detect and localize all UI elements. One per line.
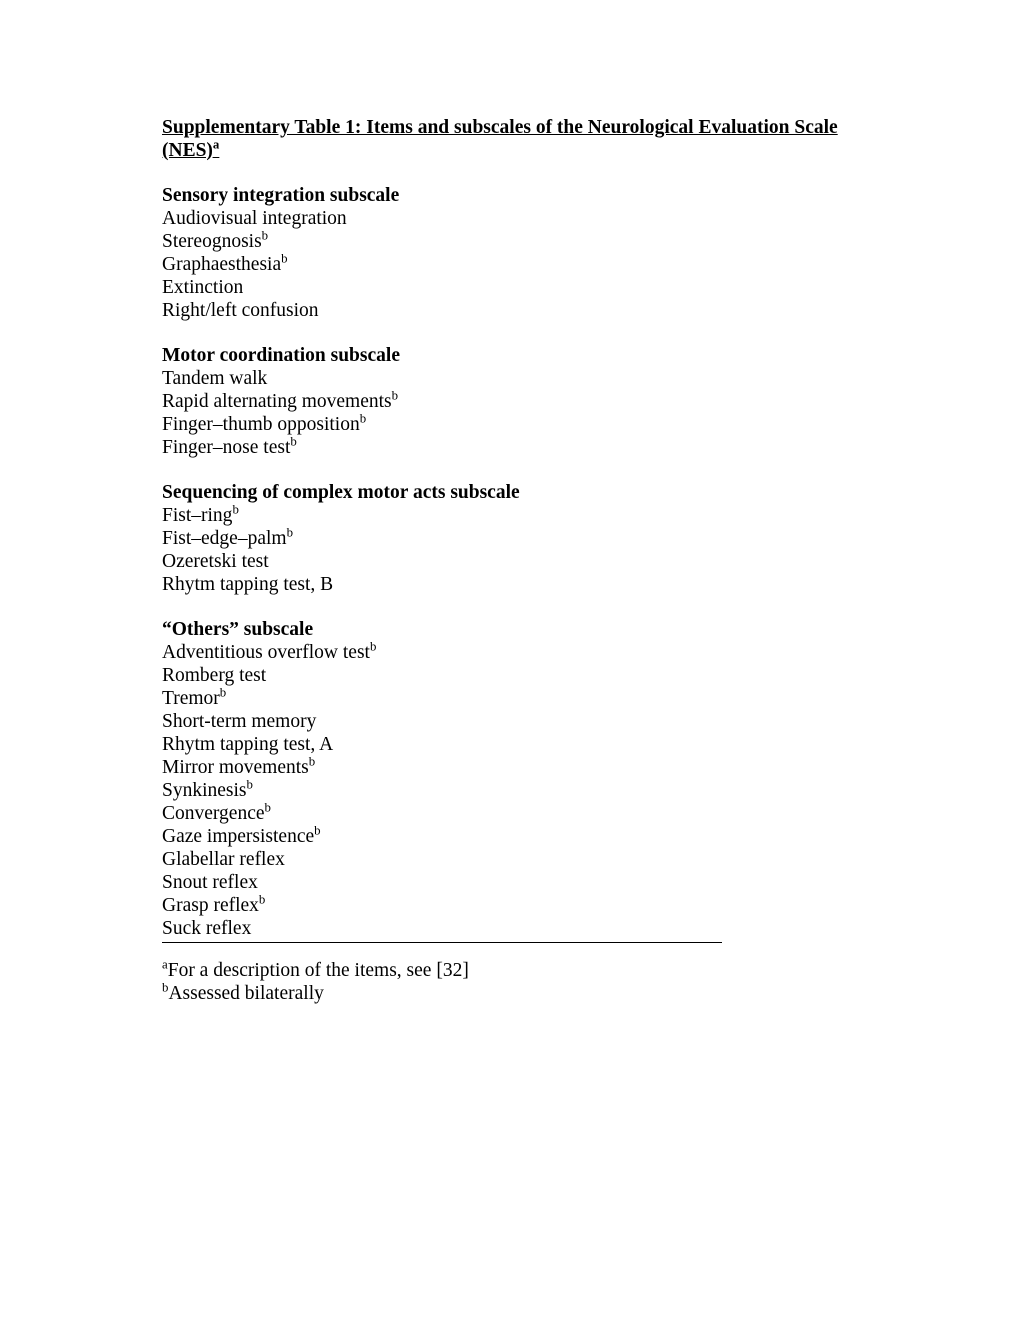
item-text: Tremor — [162, 688, 220, 709]
subscale-heading: “Others” subscale — [162, 618, 858, 641]
subscale-item: Short-term memory — [162, 710, 858, 733]
subscale-others: “Others” subscale Adventitious overflow … — [162, 618, 858, 940]
item-superscript: b — [370, 640, 376, 654]
item-text: Tandem walk — [162, 368, 267, 389]
item-text: Rhytm tapping test, A — [162, 734, 333, 755]
subscale-item: Grasp reflexb — [162, 894, 858, 917]
subscale-item: Glabellar reflex — [162, 848, 858, 871]
title-text: Supplementary Table 1: Items and subscal… — [162, 117, 838, 161]
subscale-item: Gaze impersistenceb — [162, 825, 858, 848]
subscale-item: Graphaesthesiab — [162, 253, 858, 276]
item-text: Romberg test — [162, 665, 266, 686]
subscale-heading: Sensory integration subscale — [162, 184, 858, 207]
item-superscript: b — [220, 686, 226, 700]
footnotes: aFor a description of the items, see [32… — [162, 959, 858, 1005]
subscale-item: Romberg test — [162, 664, 858, 687]
subscale-item: Rhytm tapping test, B — [162, 573, 858, 596]
subscale-item: Suck reflex — [162, 917, 858, 940]
table-title: Supplementary Table 1: Items and subscal… — [162, 116, 858, 162]
item-text: Ozeretski test — [162, 551, 269, 572]
subscale-item: Finger–nose testb — [162, 436, 858, 459]
subscale-item: Finger–thumb oppositionb — [162, 413, 858, 436]
item-text: Finger–nose test — [162, 437, 290, 458]
subscale-item: Ozeretski test — [162, 550, 858, 573]
footnote-b: bAssessed bilaterally — [162, 982, 858, 1005]
item-text: Finger–thumb opposition — [162, 414, 360, 435]
item-text: Grasp reflex — [162, 895, 259, 916]
subscale-item: Rhytm tapping test, A — [162, 733, 858, 756]
item-superscript: b — [309, 755, 315, 769]
item-text: Short-term memory — [162, 711, 316, 732]
document-page: Supplementary Table 1: Items and subscal… — [0, 0, 1020, 1005]
item-text: Extinction — [162, 277, 243, 298]
item-text: Rhytm tapping test, B — [162, 574, 333, 595]
item-superscript: b — [360, 412, 366, 426]
subscale-item: Fist–ringb — [162, 504, 858, 527]
item-superscript: b — [392, 389, 398, 403]
item-text: Right/left confusion — [162, 300, 319, 321]
item-text: Adventitious overflow test — [162, 642, 370, 663]
item-text: Fist–ring — [162, 505, 232, 526]
subscale-item: Extinction — [162, 276, 858, 299]
item-superscript: b — [232, 503, 238, 517]
subscale-item: Adventitious overflow testb — [162, 641, 858, 664]
footnote-a: aFor a description of the items, see [32… — [162, 959, 858, 982]
item-text: Snout reflex — [162, 872, 258, 893]
subscale-item: Mirror movementsb — [162, 756, 858, 779]
subscale-motor: Motor coordination subscale Tandem walk … — [162, 344, 858, 459]
subscale-item: Stereognosisb — [162, 230, 858, 253]
footnote-text: Assessed bilaterally — [168, 983, 323, 1004]
item-superscript: b — [287, 526, 293, 540]
subscale-item: Fist–edge–palmb — [162, 527, 858, 550]
subscale-sequencing: Sequencing of complex motor acts subscal… — [162, 481, 858, 596]
subscale-item: Tandem walk — [162, 367, 858, 390]
section-divider — [162, 942, 722, 943]
item-text: Suck reflex — [162, 918, 251, 939]
item-superscript: b — [265, 801, 271, 815]
footnote-text: For a description of the items, see [32] — [168, 960, 469, 981]
subscale-item: Audiovisual integration — [162, 207, 858, 230]
item-text: Gaze impersistence — [162, 826, 314, 847]
subscale-heading: Sequencing of complex motor acts subscal… — [162, 481, 858, 504]
subscale-item: Snout reflex — [162, 871, 858, 894]
item-text: Rapid alternating movements — [162, 391, 392, 412]
item-text: Mirror movements — [162, 757, 309, 778]
item-text: Stereognosis — [162, 231, 262, 252]
subscale-item: Rapid alternating movementsb — [162, 390, 858, 413]
item-text: Graphaesthesia — [162, 254, 281, 275]
subscale-item: Tremorb — [162, 687, 858, 710]
item-superscript: b — [281, 252, 287, 266]
item-superscript: b — [314, 824, 320, 838]
subscale-item: Right/left confusion — [162, 299, 858, 322]
subscale-item: Convergenceb — [162, 802, 858, 825]
item-text: Synkinesis — [162, 780, 247, 801]
title-superscript: a — [213, 138, 219, 152]
subscale-item: Synkinesisb — [162, 779, 858, 802]
item-superscript: b — [259, 893, 265, 907]
item-superscript: b — [262, 229, 268, 243]
item-text: Glabellar reflex — [162, 849, 285, 870]
subscale-sensory: Sensory integration subscale Audiovisual… — [162, 184, 858, 322]
item-superscript: b — [247, 778, 253, 792]
item-text: Fist–edge–palm — [162, 528, 287, 549]
item-superscript: b — [290, 435, 296, 449]
subscale-heading: Motor coordination subscale — [162, 344, 858, 367]
item-text: Audiovisual integration — [162, 208, 347, 229]
item-text: Convergence — [162, 803, 265, 824]
